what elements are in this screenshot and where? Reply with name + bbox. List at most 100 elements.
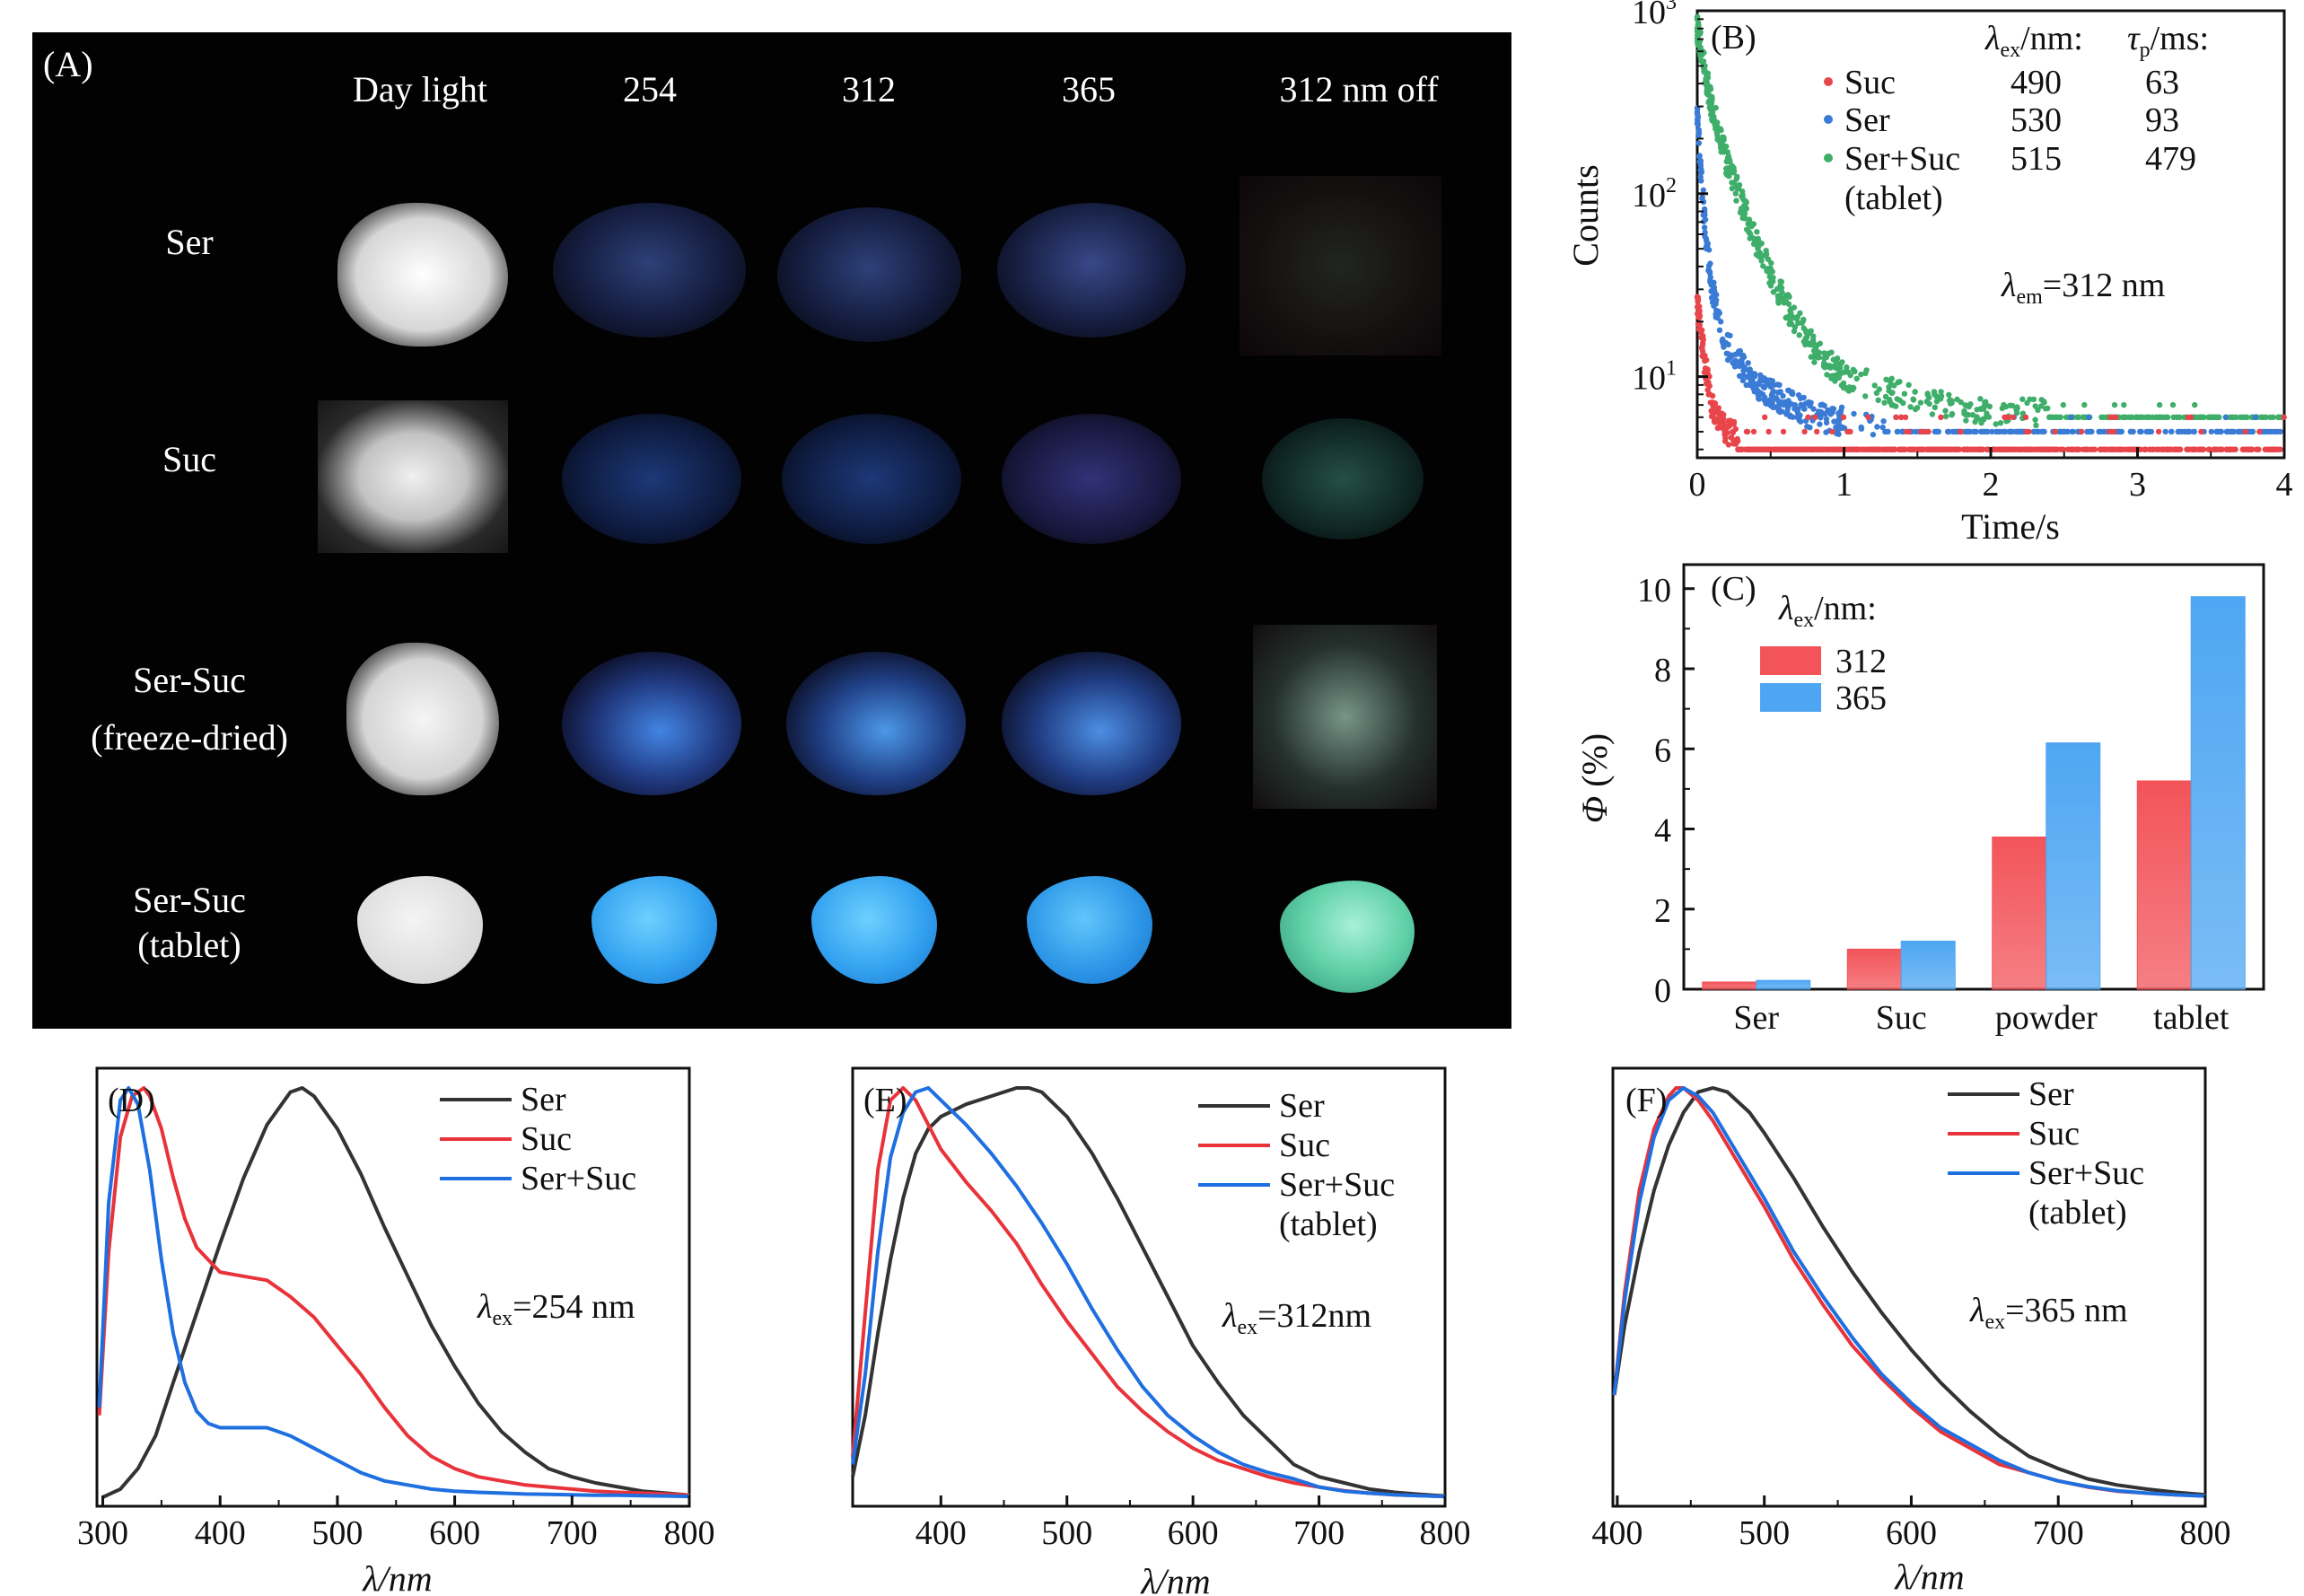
data-point-suc xyxy=(1718,422,1725,428)
data-point-ser-suc xyxy=(1707,101,1713,107)
data-point-ser-suc xyxy=(1723,171,1730,177)
data-point-ser-suc xyxy=(1770,289,1777,295)
data-point-ser-suc xyxy=(1845,388,1853,394)
data-point-ser xyxy=(2035,428,2041,435)
data-point-ser-suc xyxy=(1888,381,1894,388)
data-point-ser-suc xyxy=(1713,104,1719,111)
data-point-ser-suc xyxy=(1741,210,1748,217)
data-point-ser-suc xyxy=(1756,250,1764,256)
data-point-ser-suc xyxy=(1788,306,1794,312)
data-point-suc xyxy=(1719,419,1725,425)
panel-c-label: (C) xyxy=(1711,570,1756,608)
data-point-ser-suc xyxy=(1765,266,1772,272)
data-point-ser xyxy=(1711,279,1717,285)
data-point-suc xyxy=(1957,428,1964,435)
row-label-line1: Ser-Suc xyxy=(133,660,246,700)
data-point-suc xyxy=(1871,446,1878,452)
data-point-ser xyxy=(1919,428,1925,435)
data-point-suc xyxy=(1754,446,1761,452)
data-point-suc xyxy=(1883,446,1889,452)
data-point-ser-suc xyxy=(1738,206,1745,212)
data-point-ser xyxy=(2113,428,2120,435)
x-tick-label: 300 xyxy=(77,1514,128,1552)
data-point-suc xyxy=(2256,428,2263,435)
data-point-ser-suc xyxy=(1696,38,1703,44)
data-point-ser xyxy=(2013,428,2019,435)
data-point-ser xyxy=(1741,364,1748,371)
data-point-ser-suc xyxy=(1777,283,1783,289)
data-point-ser-suc xyxy=(1705,99,1712,106)
data-point-suc xyxy=(1956,446,1963,452)
data-point-suc xyxy=(1997,446,2003,452)
data-point-ser-suc xyxy=(1823,354,1830,361)
data-point-ser xyxy=(1932,428,1938,435)
data-point-suc xyxy=(1730,429,1736,435)
data-point-suc xyxy=(1832,446,1838,452)
data-point-ser-suc xyxy=(1844,364,1850,371)
data-point-ser-suc xyxy=(2250,414,2256,420)
data-point-ser-suc xyxy=(1704,87,1710,93)
data-point-ser xyxy=(1702,233,1708,240)
data-point-suc xyxy=(1695,294,1702,301)
data-point-ser-suc xyxy=(1931,389,1938,395)
data-point-suc xyxy=(2227,446,2233,452)
x-tick-label: 700 xyxy=(1293,1514,1345,1552)
data-point-suc xyxy=(1765,446,1772,452)
legend-label: Ser xyxy=(521,1081,566,1118)
data-point-suc xyxy=(1712,418,1718,425)
data-point-ser-suc xyxy=(2104,414,2110,420)
data-point-suc xyxy=(1703,375,1709,382)
data-point-suc xyxy=(1794,446,1801,452)
data-point-ser-suc xyxy=(1708,101,1714,108)
data-point-ser-suc xyxy=(2063,414,2070,420)
data-point-ser-suc xyxy=(1775,294,1782,301)
data-point-ser xyxy=(1834,430,1840,437)
data-point-ser-suc xyxy=(1791,328,1798,335)
data-point-suc xyxy=(1695,304,1701,311)
data-point-ser xyxy=(1700,198,1707,206)
data-point-suc xyxy=(2190,446,2197,452)
data-point-suc xyxy=(1696,312,1704,319)
data-point-ser-suc xyxy=(2216,414,2222,420)
data-point-ser-suc xyxy=(2020,414,2028,421)
data-point-ser-suc xyxy=(1947,397,1953,403)
data-point-suc xyxy=(1702,357,1708,364)
data-point-suc xyxy=(2115,446,2121,452)
data-point-ser xyxy=(1769,378,1776,384)
data-point-ser-suc xyxy=(1781,300,1788,306)
data-point-suc xyxy=(1930,446,1936,452)
data-point-ser xyxy=(2007,428,2013,435)
data-point-ser xyxy=(1966,428,1972,435)
data-point-ser xyxy=(1957,428,1964,435)
y-axis-title: Φ (%) xyxy=(1574,733,1615,823)
data-point-ser xyxy=(1858,424,1864,431)
data-point-ser xyxy=(1730,360,1736,366)
data-point-ser-suc xyxy=(2206,414,2212,420)
data-point-ser xyxy=(1750,385,1756,391)
data-point-ser xyxy=(1756,396,1763,402)
data-point-ser-suc xyxy=(1714,136,1721,143)
data-point-ser-suc xyxy=(1797,310,1803,316)
data-point-ser xyxy=(1829,406,1835,412)
data-point-ser xyxy=(2224,428,2231,435)
data-point-suc xyxy=(2256,446,2262,452)
data-point-ser-suc xyxy=(2205,414,2212,420)
spectrum-line-ser xyxy=(101,1086,690,1499)
data-point-suc xyxy=(1948,446,1954,452)
data-point-suc xyxy=(1889,446,1897,452)
data-point-suc xyxy=(1791,446,1797,452)
data-point-suc xyxy=(1855,446,1862,452)
data-point-ser-suc xyxy=(1729,162,1736,170)
data-point-suc xyxy=(1747,446,1753,452)
data-point-suc xyxy=(1798,446,1805,452)
data-point-suc xyxy=(1975,446,1983,452)
data-point-suc xyxy=(1744,446,1750,452)
data-point-ser-suc xyxy=(1862,370,1869,376)
data-point-suc xyxy=(1843,446,1849,452)
table-header-ex: λex/nm: xyxy=(1984,20,2083,62)
data-point-ser-suc xyxy=(1703,81,1710,88)
data-point-suc xyxy=(1798,446,1805,452)
data-point-suc xyxy=(2049,446,2055,452)
legend-label: Suc xyxy=(1279,1127,1330,1164)
data-point-ser-suc xyxy=(1924,391,1931,398)
